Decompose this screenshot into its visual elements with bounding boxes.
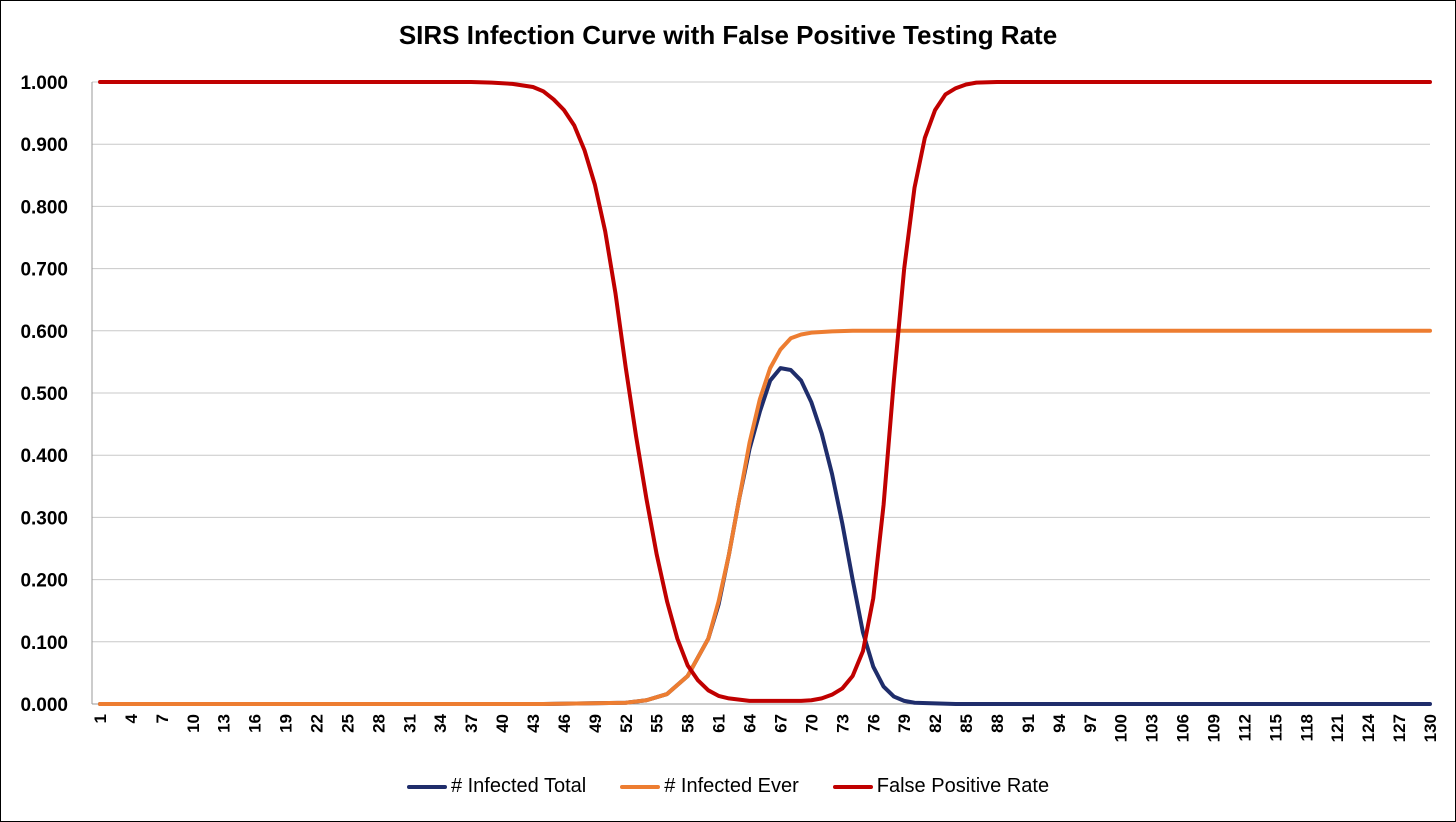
x-tick-label: 85 xyxy=(957,714,976,733)
x-tick-label: 91 xyxy=(1019,714,1038,733)
x-tick-labels: 1 4 7 10 13 16 19 22 25 28 31 34 37 40 43 46 49 52 55 58 61 6… xyxy=(91,713,1440,742)
y-tick-label: 0.500 xyxy=(20,384,68,405)
x-tick-label: 64 xyxy=(741,713,760,732)
x-tick-label: 58 xyxy=(679,714,698,733)
y-tick-label: 0.400 xyxy=(20,446,68,467)
x-tick-label: 10 xyxy=(184,714,203,733)
x-tick-label: 130 xyxy=(1421,714,1440,742)
legend-item-false-positive-rate: False Positive Rate xyxy=(832,775,1050,798)
y-tick-label: 1.000 xyxy=(20,73,68,94)
x-tick-label: 106 xyxy=(1174,714,1193,742)
x-tick-label: 34 xyxy=(431,713,450,732)
x-tick-label: 88 xyxy=(988,714,1007,733)
y-tick-label: 0.700 xyxy=(20,260,68,281)
x-tick-label: 1 xyxy=(91,714,110,723)
legend-label-infected-total: # Infected Total xyxy=(450,775,587,797)
y-tick-label: 0.900 xyxy=(20,135,68,156)
legend-label-infected-ever: # Infected Ever xyxy=(664,775,799,797)
x-tick-label: 43 xyxy=(524,714,543,733)
legend-label-false-positive-rate: False Positive Rate xyxy=(876,775,1050,797)
x-tick-label: 4 xyxy=(122,713,141,723)
x-tick-label: 103 xyxy=(1143,714,1162,742)
chart-title: SIRS Infection Curve with False Positive… xyxy=(398,20,1058,50)
x-tick-label: 76 xyxy=(864,714,883,733)
x-tick-label: 55 xyxy=(648,714,667,733)
y-tick-label: 0.600 xyxy=(20,322,68,343)
x-tick-label: 121 xyxy=(1328,714,1347,742)
x-tick-label: 61 xyxy=(710,714,729,733)
line-false-positive-rate xyxy=(98,80,1432,703)
x-tick-label: 28 xyxy=(369,714,388,733)
y-tick-label: 0.100 xyxy=(20,633,68,654)
x-tick-label: 25 xyxy=(338,714,357,733)
x-tick-label: 16 xyxy=(246,714,265,733)
legend-swatch-false-positive-rate xyxy=(832,784,873,789)
x-tick-label: 115 xyxy=(1266,714,1285,741)
x-tick-label: 97 xyxy=(1081,714,1100,733)
y-tick-label: 0.000 xyxy=(20,695,68,716)
y-tick-label: 0.200 xyxy=(20,571,68,592)
x-tick-label: 124 xyxy=(1359,713,1378,742)
line-infected-ever xyxy=(98,328,1432,706)
x-tick-label: 109 xyxy=(1204,714,1223,742)
line-infected-total xyxy=(98,366,1432,706)
x-tick-label: 67 xyxy=(771,714,790,733)
legend-swatch-infected-ever xyxy=(620,784,661,789)
legend-swatch-infected-total xyxy=(406,784,447,789)
legend-item-infected-ever: # Infected Ever xyxy=(620,775,799,798)
x-tick-label: 94 xyxy=(1050,713,1069,732)
x-tick-label: 79 xyxy=(895,714,914,733)
x-tick-label: 22 xyxy=(308,714,327,733)
legend-item-infected-total: # Infected Total xyxy=(406,775,587,798)
x-tick-label: 73 xyxy=(833,714,852,733)
x-tick-label: 19 xyxy=(277,714,296,733)
x-tick-label: 46 xyxy=(555,714,574,733)
x-tick-label: 52 xyxy=(617,714,636,733)
x-tick-label: 49 xyxy=(586,714,605,733)
y-tick-label: 0.800 xyxy=(20,197,68,218)
x-tick-label: 112 xyxy=(1235,714,1254,741)
y-tick-labels: 0.000 0.100 0.200 0.300 0.400 0.500 0.600 0.700… xyxy=(20,73,68,716)
legend: # Infected Total # Infected Ever False P… xyxy=(0,775,1456,798)
x-tick-label: 127 xyxy=(1390,714,1409,742)
x-tick-label: 37 xyxy=(462,714,481,733)
x-tick-label: 31 xyxy=(400,714,419,733)
series-lines xyxy=(98,80,1432,706)
x-tick-label: 13 xyxy=(215,714,234,733)
x-tick-label: 82 xyxy=(926,714,945,733)
x-tick-label: 100 xyxy=(1112,714,1131,742)
x-tick-label: 70 xyxy=(802,714,821,733)
y-tick-label: 0.300 xyxy=(20,508,68,529)
x-tick-label: 118 xyxy=(1297,714,1316,741)
gridlines xyxy=(92,81,1430,643)
x-tick-label: 7 xyxy=(153,714,172,723)
x-tick-label: 40 xyxy=(493,714,512,733)
